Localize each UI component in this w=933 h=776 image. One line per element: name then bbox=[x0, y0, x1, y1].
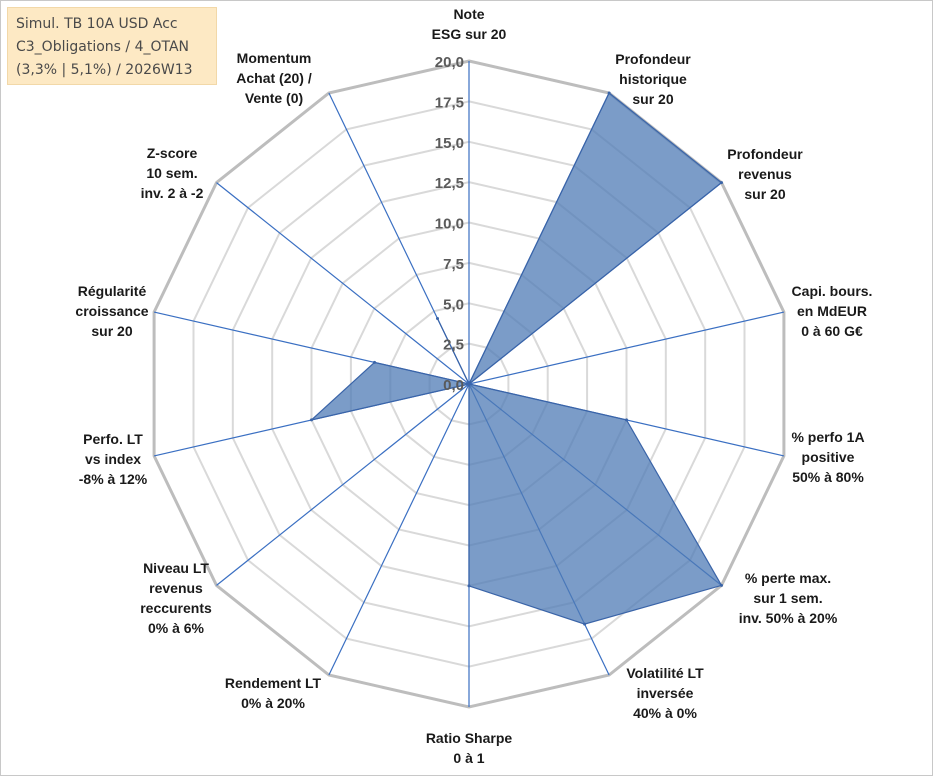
axis-label-line: 50% à 80% bbox=[792, 469, 864, 485]
axis-label-line: croissance bbox=[75, 303, 148, 319]
axis-label: % perte max. sur 1 sem. inv. 50% à 20% bbox=[739, 570, 838, 626]
data-point bbox=[467, 584, 471, 588]
axis-label: Momentum Achat (20) / Vente (0) bbox=[236, 50, 312, 106]
axis-label-line: positive bbox=[802, 449, 855, 465]
title-line-2: C3_Obligations / 4_OTAN bbox=[16, 39, 190, 55]
tick-label: 20,0 bbox=[435, 54, 464, 71]
chart-title-box: Simul. TB 10A USD Acc C3_Obligations / 4… bbox=[7, 7, 217, 85]
axis-label-line: Z-score bbox=[147, 145, 198, 161]
tick-label: 7,5 bbox=[443, 256, 464, 273]
data-point bbox=[310, 418, 313, 422]
axis-label: Capi. bours. en MdEUR 0 à 60 G€ bbox=[792, 283, 873, 339]
radar-tick-labels: 0,0 2,5 5,0 7,5 10,0 12,5 15,0 17,5 20,0 bbox=[435, 54, 464, 394]
axis-label-line: vs index bbox=[85, 451, 141, 467]
data-point bbox=[607, 91, 611, 95]
axis-label: Z-score 10 sem. inv. 2 à -2 bbox=[141, 145, 204, 201]
axis-spoke bbox=[216, 383, 470, 586]
title-line-3: (3,3% | 5,1%) / 2026W13 bbox=[16, 62, 193, 78]
axis-label-line: Régularité bbox=[78, 283, 147, 299]
axis-label: Ratio Sharpe 0 à 1 bbox=[426, 730, 513, 766]
axis-label-line: sur 20 bbox=[744, 186, 785, 202]
series-area bbox=[309, 92, 723, 625]
axis-label: Profondeur historique sur 20 bbox=[615, 51, 691, 107]
axis-label-line: revenus bbox=[149, 580, 203, 596]
axis-label-line: sur 20 bbox=[632, 91, 673, 107]
axis-label-line: Note bbox=[453, 6, 484, 22]
axis-label-line: sur 1 sem. bbox=[753, 590, 822, 606]
axis-label-line: Profondeur bbox=[727, 146, 803, 162]
data-point bbox=[583, 622, 587, 626]
axis-label-line: Achat (20) / bbox=[236, 70, 312, 86]
tick-label: 17,5 bbox=[435, 94, 464, 111]
axis-label-line: % perfo 1A bbox=[791, 429, 864, 445]
data-point bbox=[720, 583, 723, 587]
axis-label-line: 0 à 60 G€ bbox=[801, 323, 863, 339]
tick-label: 2,5 bbox=[443, 337, 464, 354]
data-point bbox=[625, 418, 628, 422]
axis-spoke bbox=[328, 383, 470, 676]
axis-label: Note ESG sur 20 bbox=[432, 6, 507, 42]
tick-label: 0,0 bbox=[443, 377, 464, 394]
axis-label-line: 10 sem. bbox=[146, 165, 197, 181]
axis-label-line: reccurents bbox=[140, 600, 212, 616]
axis-label-line: Ratio Sharpe bbox=[426, 730, 513, 746]
axis-label-line: Perfo. LT bbox=[83, 431, 143, 447]
axis-label-line: % perte max. bbox=[745, 570, 831, 586]
axis-label-line: inv. 2 à -2 bbox=[141, 185, 204, 201]
tick-label: 12,5 bbox=[435, 175, 464, 192]
radar-axis-labels: Note ESG sur 20 Profondeur historique sur 20… bbox=[75, 6, 872, 766]
data-point bbox=[720, 181, 723, 185]
axis-label-line: 40% à 0% bbox=[633, 705, 697, 721]
axis-label-line: -8% à 12% bbox=[79, 471, 148, 487]
axis-label-line: inv. 50% à 20% bbox=[739, 610, 838, 626]
axis-label-line: inversée bbox=[637, 685, 694, 701]
axis-label-line: Momentum bbox=[237, 50, 312, 66]
axis-label-line: sur 20 bbox=[91, 323, 132, 339]
axis-label-line: Volatilité LT bbox=[626, 665, 704, 681]
axis-label-line: Niveau LT bbox=[143, 560, 209, 576]
title-line-1: Simul. TB 10A USD Acc bbox=[16, 16, 178, 32]
axis-label-line: ESG sur 20 bbox=[432, 26, 507, 42]
tick-label: 5,0 bbox=[443, 296, 464, 313]
axis-label-line: 0 à 1 bbox=[453, 750, 484, 766]
axis-spoke bbox=[468, 311, 785, 385]
data-point bbox=[436, 317, 439, 320]
axis-label: Profondeur revenus sur 20 bbox=[727, 146, 803, 202]
axis-label: Niveau LT revenus reccurents 0% à 6% bbox=[140, 560, 212, 636]
data-point bbox=[373, 360, 376, 364]
axis-label-line: Vente (0) bbox=[245, 90, 303, 106]
axis-label-line: en MdEUR bbox=[797, 303, 867, 319]
axis-label-line: Rendement LT bbox=[225, 675, 322, 691]
axis-label: Rendement LT 0% à 20% bbox=[225, 675, 322, 711]
axis-label-line: Profondeur bbox=[615, 51, 691, 67]
data-point bbox=[467, 382, 471, 386]
tick-label: 10,0 bbox=[435, 216, 464, 233]
axis-label-line: historique bbox=[619, 71, 687, 87]
radar-series bbox=[309, 91, 723, 626]
axis-label: Perfo. LT vs index -8% à 12% bbox=[79, 431, 148, 487]
axis-label-line: 0% à 6% bbox=[148, 620, 205, 636]
axis-label: Volatilité LT inversée 40% à 0% bbox=[626, 665, 704, 721]
axis-spoke bbox=[216, 182, 470, 385]
tick-label: 15,0 bbox=[435, 135, 464, 152]
axis-label-line: Capi. bours. bbox=[792, 283, 873, 299]
axis-label: Régularité croissance sur 20 bbox=[75, 283, 148, 339]
axis-label: % perfo 1A positive 50% à 80% bbox=[791, 429, 864, 485]
axis-label-line: revenus bbox=[738, 166, 792, 182]
axis-label-line: 0% à 20% bbox=[241, 695, 305, 711]
